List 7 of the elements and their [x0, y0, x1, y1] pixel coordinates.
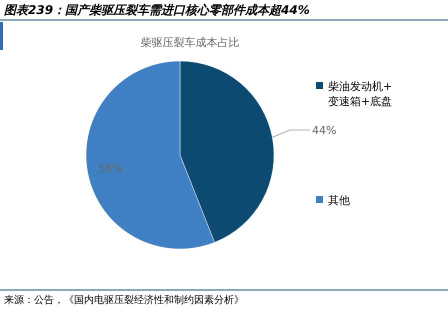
legend-label: 其他: [328, 194, 350, 207]
data-label: 44%: [312, 124, 336, 138]
source-note: 来源：公告，《国内电驱压裂经济性和制约因素分析》: [4, 294, 244, 306]
chart-title: 图表239：国产柴驱压裂车需进口核心零部件成本超44%: [4, 3, 310, 17]
legend-label: 柴油发动机+变速箱+底盘: [328, 80, 392, 108]
chart-subtitle: 柴驱压裂车成本占比: [140, 36, 240, 49]
data-label: 56%: [98, 162, 123, 176]
